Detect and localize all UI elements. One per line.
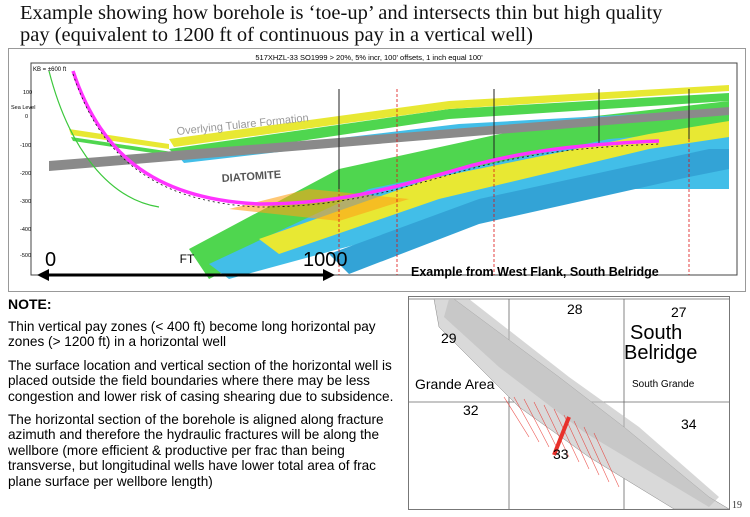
- depth-tick: -100: [20, 143, 31, 149]
- horizontal-wellbore: [71, 70, 660, 206]
- map-south-grande: South Grande: [632, 379, 695, 390]
- diatomite-band: [49, 107, 729, 171]
- map-section-29: 29: [441, 330, 457, 346]
- title-line-1: Example showing how borehole is ‘toe-up’…: [20, 2, 663, 24]
- depth-axis: 100 0 -100 -200 -300 -400 -500: [20, 90, 32, 259]
- map-section-32: 32: [463, 402, 479, 418]
- note-heading: NOTE:: [8, 296, 52, 312]
- field-map-panel: 28 27 29 South Belridge Grande Area 32 S…: [408, 296, 730, 510]
- highlighted-well: [552, 416, 571, 456]
- section-header: 517XHZL-33 SO1999 > 20%, 5% incr, 100' o…: [255, 53, 483, 62]
- map-section-28: 28: [567, 301, 583, 317]
- scale-bar: [37, 269, 335, 281]
- depth-tick: 100: [23, 90, 32, 96]
- title-line-2: pay (equivalent to 1200 ft of continuous…: [20, 24, 533, 46]
- map-section-33: 33: [553, 446, 569, 462]
- page-number: 19: [732, 500, 742, 511]
- lateral-wells: [503, 396, 620, 488]
- note-paragraph-1: Thin vertical pay zones (< 400 ft) becom…: [8, 319, 376, 350]
- sea-level-label: Sea Level: [11, 105, 35, 111]
- scale-unit-label: FT: [180, 252, 195, 266]
- map-grande-area: Grande Area: [415, 376, 495, 392]
- depth-tick: 0: [25, 114, 28, 120]
- note-paragraph-3: The horizontal section of the borehole i…: [8, 412, 384, 489]
- pay-zone-streaks: [69, 85, 729, 279]
- scale-end-label: 1000: [303, 249, 348, 271]
- depth-tick: -200: [20, 171, 31, 177]
- diatomite-label: DIATOMITE: [221, 169, 281, 185]
- cross-section-svg: 517XHZL-33 SO1999 > 20%, 5% incr, 100' o…: [11, 53, 738, 281]
- slide-title: Example showing how borehole is ‘toe-up’…: [20, 2, 740, 46]
- kb-label: KB = ±600 ft: [33, 67, 66, 73]
- map-field-name-1: South: [630, 322, 682, 344]
- depth-tick: -400: [20, 227, 31, 233]
- caption: Example from West Flank, South Belridge: [411, 265, 659, 279]
- note-block: NOTE: Thin vertical pay zones (< 400 ft)…: [8, 296, 400, 497]
- note-paragraph-2: The surface location and vertical sectio…: [8, 357, 394, 404]
- depth-tick: -300: [20, 199, 31, 205]
- map-section-27: 27: [671, 304, 687, 320]
- depth-tick: -500: [20, 253, 31, 259]
- field-map-svg: 28 27 29 South Belridge Grande Area 32 S…: [409, 298, 729, 509]
- map-field-name-2: Belridge: [624, 342, 697, 364]
- scale-start-label: 0: [45, 249, 56, 271]
- cross-section-panel: 517XHZL-33 SO1999 > 20%, 5% incr, 100' o…: [8, 48, 746, 292]
- map-section-34: 34: [681, 416, 697, 432]
